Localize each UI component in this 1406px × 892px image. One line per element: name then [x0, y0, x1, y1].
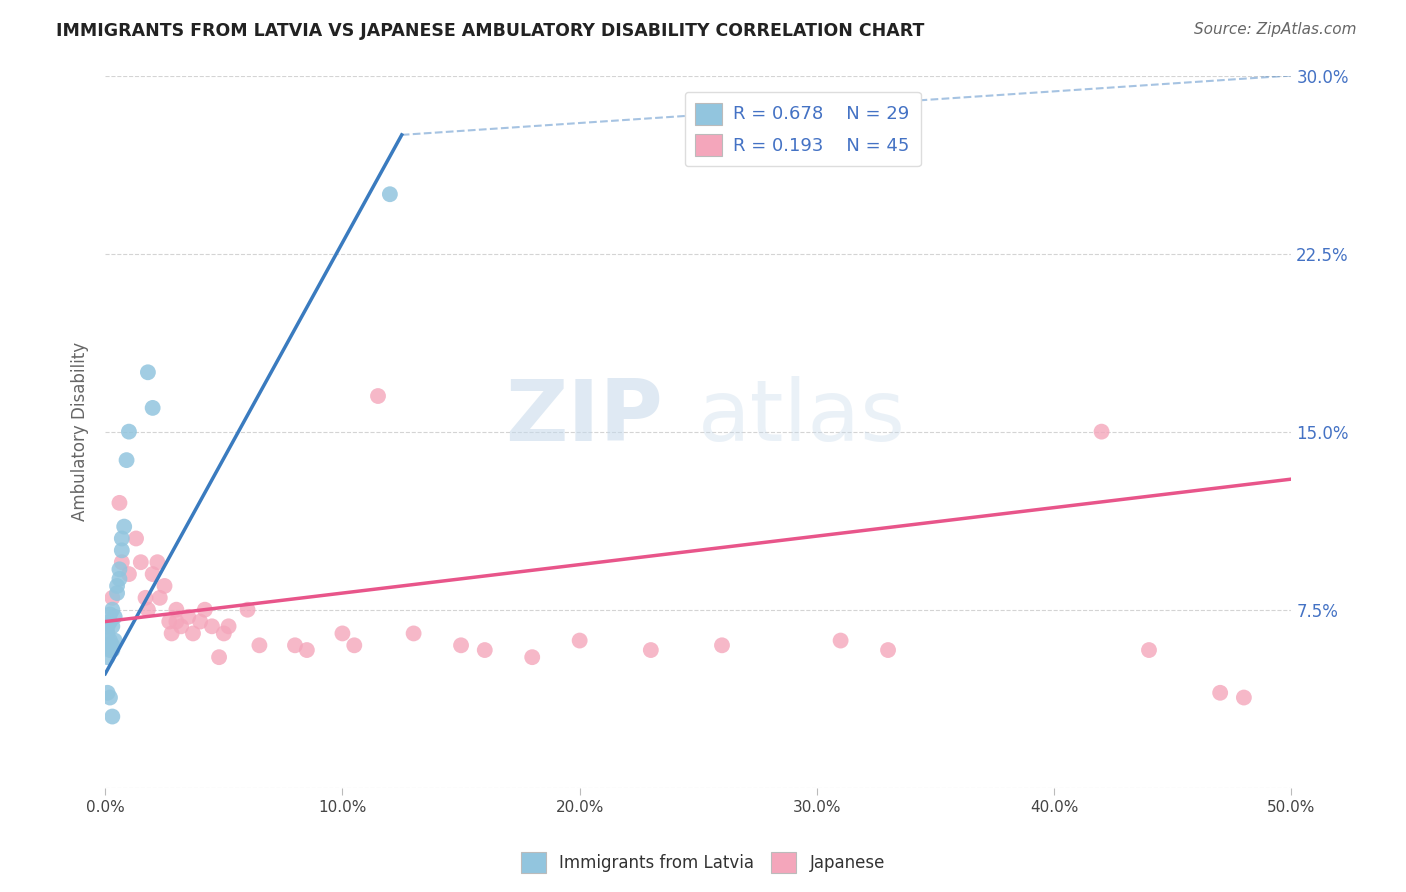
Point: [125, 532, 148, 546]
Point: [830, 633, 852, 648]
Point: [343, 638, 366, 652]
Point: [101, 591, 124, 605]
Point: [98, 690, 121, 705]
Point: [142, 567, 165, 582]
Point: [98, 633, 121, 648]
Text: IMMIGRANTS FROM LATVIA VS JAPANESE AMBULATORY DISABILITY CORRELATION CHART: IMMIGRANTS FROM LATVIA VS JAPANESE AMBUL…: [56, 22, 925, 40]
Point: [105, 579, 128, 593]
Point: [194, 603, 217, 617]
Point: [711, 638, 734, 652]
Point: [367, 389, 389, 403]
Point: [1137, 643, 1160, 657]
Point: [111, 543, 134, 558]
Point: [108, 572, 131, 586]
Point: [104, 633, 127, 648]
Point: [212, 626, 235, 640]
Point: [474, 643, 496, 657]
Point: [97, 626, 120, 640]
Point: [236, 603, 259, 617]
Point: [98, 643, 121, 657]
Point: [108, 562, 131, 576]
Point: [97, 686, 120, 700]
Point: [101, 643, 124, 657]
Text: Source: ZipAtlas.com: Source: ZipAtlas.com: [1194, 22, 1357, 37]
Point: [142, 401, 165, 415]
Point: [1233, 690, 1256, 705]
Point: [165, 615, 187, 629]
Text: atlas: atlas: [699, 376, 907, 458]
Point: [295, 643, 318, 657]
Point: [111, 555, 134, 569]
Point: [105, 586, 128, 600]
Point: [118, 425, 141, 439]
Point: [149, 591, 172, 605]
Point: [98, 607, 121, 622]
Point: [160, 626, 183, 640]
Point: [135, 591, 157, 605]
Point: [97, 619, 120, 633]
Y-axis label: Ambulatory Disability: Ambulatory Disability: [72, 342, 89, 521]
Point: [97, 650, 120, 665]
Point: [146, 555, 169, 569]
Point: [118, 567, 141, 582]
Point: [136, 365, 159, 379]
Point: [378, 187, 401, 202]
Point: [177, 610, 200, 624]
Point: [877, 643, 900, 657]
Point: [181, 626, 204, 640]
Point: [104, 610, 127, 624]
Point: [188, 615, 211, 629]
Point: [129, 555, 152, 569]
Point: [101, 638, 124, 652]
Point: [101, 619, 124, 633]
Point: [157, 615, 180, 629]
Point: [640, 643, 662, 657]
Point: [332, 626, 354, 640]
Text: ZIP: ZIP: [505, 376, 662, 458]
Point: [450, 638, 472, 652]
Point: [1090, 425, 1112, 439]
Point: [101, 709, 124, 723]
Point: [165, 603, 187, 617]
Point: [208, 650, 231, 665]
Point: [1209, 686, 1232, 700]
Point: [402, 626, 425, 640]
Point: [249, 638, 271, 652]
Point: [97, 638, 120, 652]
Point: [153, 579, 176, 593]
Point: [522, 650, 544, 665]
Point: [111, 532, 134, 546]
Point: [568, 633, 591, 648]
Point: [284, 638, 307, 652]
Point: [115, 453, 138, 467]
Point: [201, 619, 224, 633]
Point: [108, 496, 131, 510]
Point: [112, 519, 135, 533]
Point: [170, 619, 193, 633]
Point: [136, 603, 159, 617]
Point: [218, 619, 240, 633]
Legend: R = 0.678    N = 29, R = 0.193    N = 45: R = 0.678 N = 29, R = 0.193 N = 45: [685, 92, 921, 167]
Point: [98, 615, 121, 629]
Legend: Immigrants from Latvia, Japanese: Immigrants from Latvia, Japanese: [515, 846, 891, 880]
Point: [101, 603, 124, 617]
